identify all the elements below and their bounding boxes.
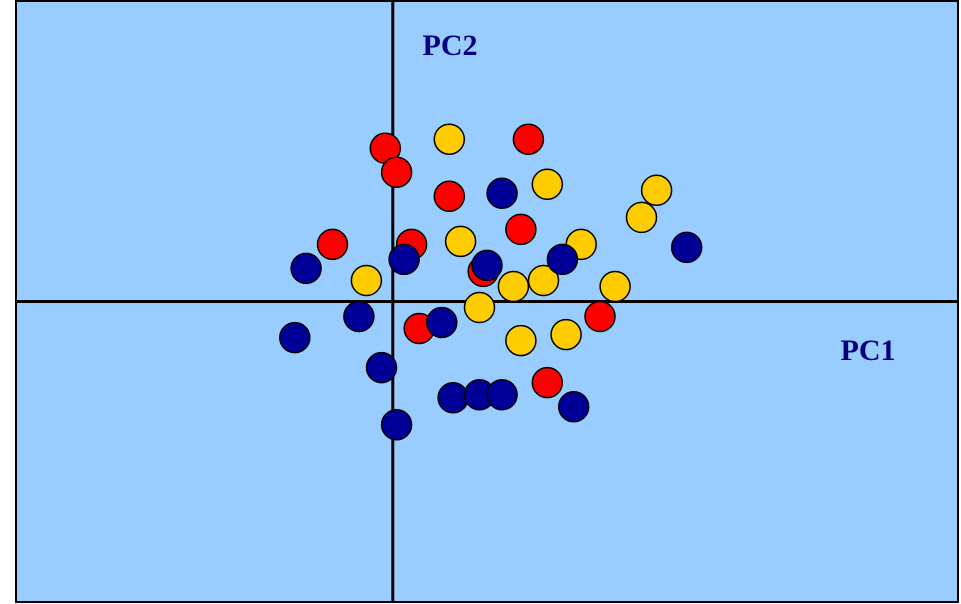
- data-point-series-3-6: [546, 243, 579, 276]
- data-point-series-3-15: [380, 408, 413, 441]
- data-point-series-3-10: [365, 351, 398, 384]
- x-axis-label: PC1: [841, 334, 896, 367]
- data-point-series-3-9: [279, 321, 311, 354]
- data-point-series-3-13: [486, 378, 518, 411]
- data-point-series-2-2: [531, 168, 564, 201]
- data-point-series-3-1: [486, 177, 518, 210]
- data-point-series-2-8: [497, 270, 530, 303]
- data-point-series-2-13: [550, 318, 582, 351]
- data-point-series-1-11: [531, 366, 564, 399]
- data-point-series-3-3: [290, 252, 322, 285]
- data-point-series-2-3: [640, 174, 673, 207]
- data-point-series-1-4: [512, 123, 545, 155]
- data-point-series-2-11: [463, 291, 496, 324]
- data-point-series-1-5: [505, 213, 537, 246]
- data-point-series-3-4: [388, 243, 420, 276]
- data-point-series-2-4: [625, 201, 658, 234]
- data-point-series-2-9: [527, 264, 560, 297]
- data-point-series-3-8: [426, 306, 458, 339]
- data-point-series-2-5: [444, 225, 477, 258]
- data-point-series-1-10: [584, 300, 616, 333]
- data-point-series-1-6: [316, 228, 349, 261]
- data-point-series-3-14: [557, 390, 590, 423]
- data-point-series-3-5: [471, 249, 503, 282]
- data-point-series-1-3: [433, 180, 466, 213]
- data-points: [279, 123, 703, 441]
- data-point-series-2-12: [505, 324, 537, 357]
- data-point-series-2-10: [599, 270, 631, 303]
- data-point-series-1-2: [380, 156, 413, 189]
- data-point-series-3-7: [343, 300, 375, 333]
- data-point-series-3-2: [670, 231, 703, 264]
- data-point-series-2-1: [433, 123, 466, 155]
- data-point-series-2-7: [350, 264, 383, 297]
- y-axis-label: PC2: [423, 29, 478, 62]
- data-point-series-3-11: [437, 381, 469, 414]
